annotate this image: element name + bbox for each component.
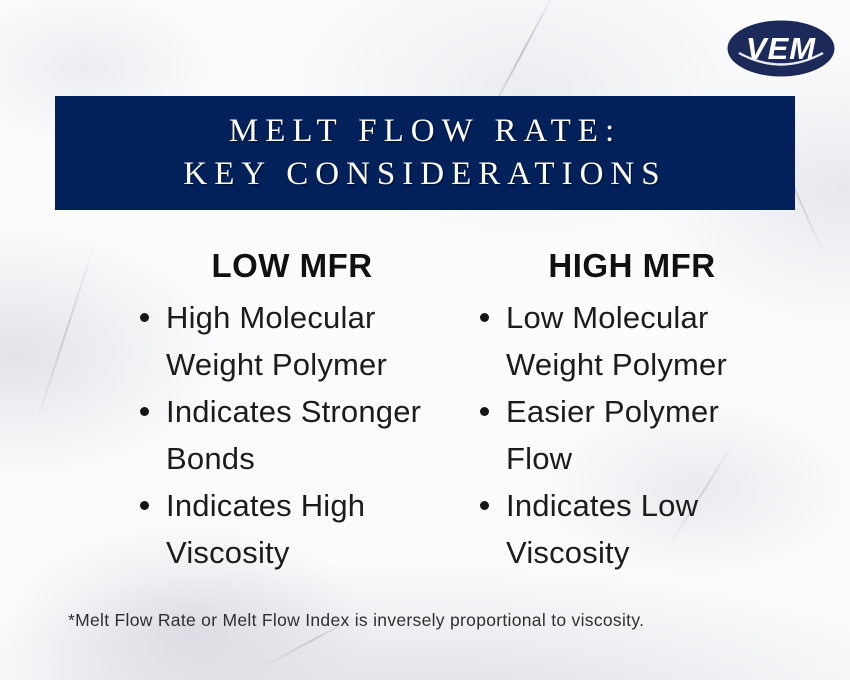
bullet-line: Indicates Stronger [166, 394, 422, 429]
comparison-columns: LOW MFR High Molecular Weight Polymer In… [132, 246, 792, 576]
bullet-text: Easier Polymer Flow [506, 388, 719, 482]
bullet-line: Indicates Low [506, 488, 699, 523]
marble-vein [34, 244, 96, 426]
vem-logo: VEM [726, 19, 836, 79]
bullet-icon [140, 313, 149, 322]
bullet-line: Weight Polymer [166, 347, 388, 382]
bullet-line: Easier Polymer [506, 394, 719, 429]
vem-logo-icon: VEM [727, 20, 835, 77]
high-mfr-header: HIGH MFR [548, 247, 716, 284]
bullet-line: Flow [506, 441, 573, 476]
bullet-line: Bonds [166, 441, 255, 476]
list-item: Indicates Low Viscosity [472, 482, 792, 576]
bullet-line: Viscosity [506, 535, 630, 570]
high-mfr-column: HIGH MFR Low Molecular Weight Polymer Ea… [472, 246, 792, 576]
low-mfr-list: High Molecular Weight Polymer Indicates … [132, 294, 452, 576]
bullet-icon [140, 407, 149, 416]
list-item: Indicates Stronger Bonds [132, 388, 452, 482]
bullet-icon [140, 501, 149, 510]
bullet-text: Indicates Stronger Bonds [166, 388, 421, 482]
list-item: Easier Polymer Flow [472, 388, 792, 482]
bullet-line: Low Molecular [506, 300, 709, 335]
bullet-line: Viscosity [166, 535, 290, 570]
list-item: Low Molecular Weight Polymer [472, 294, 792, 388]
bullet-text: Low Molecular Weight Polymer [506, 294, 727, 388]
page-title-line-1: MELT FLOW RATE: [228, 113, 622, 149]
vem-logo-text: VEM [746, 31, 816, 66]
title-banner: MELT FLOW RATE: KEY CONSIDERATIONS [55, 96, 795, 210]
bullet-icon [480, 313, 489, 322]
bullet-icon [480, 407, 489, 416]
page-title-line-2: KEY CONSIDERATIONS [183, 156, 667, 192]
low-mfr-header: LOW MFR [211, 247, 373, 284]
high-mfr-list: Low Molecular Weight Polymer Easier Poly… [472, 294, 792, 576]
bullet-text: High Molecular Weight Polymer [166, 294, 387, 388]
bullet-text: Indicates Low Viscosity [506, 482, 698, 576]
footnote: *Melt Flow Rate or Melt Flow Index is in… [68, 610, 645, 630]
bullet-line: Weight Polymer [506, 347, 728, 382]
list-item: Indicates High Viscosity [132, 482, 452, 576]
list-item: High Molecular Weight Polymer [132, 294, 452, 388]
bullet-icon [480, 501, 489, 510]
bullet-line: Indicates High [166, 488, 366, 523]
bullet-text: Indicates High Viscosity [166, 482, 365, 576]
bullet-line: High Molecular [166, 300, 376, 335]
low-mfr-column: LOW MFR High Molecular Weight Polymer In… [132, 246, 452, 576]
